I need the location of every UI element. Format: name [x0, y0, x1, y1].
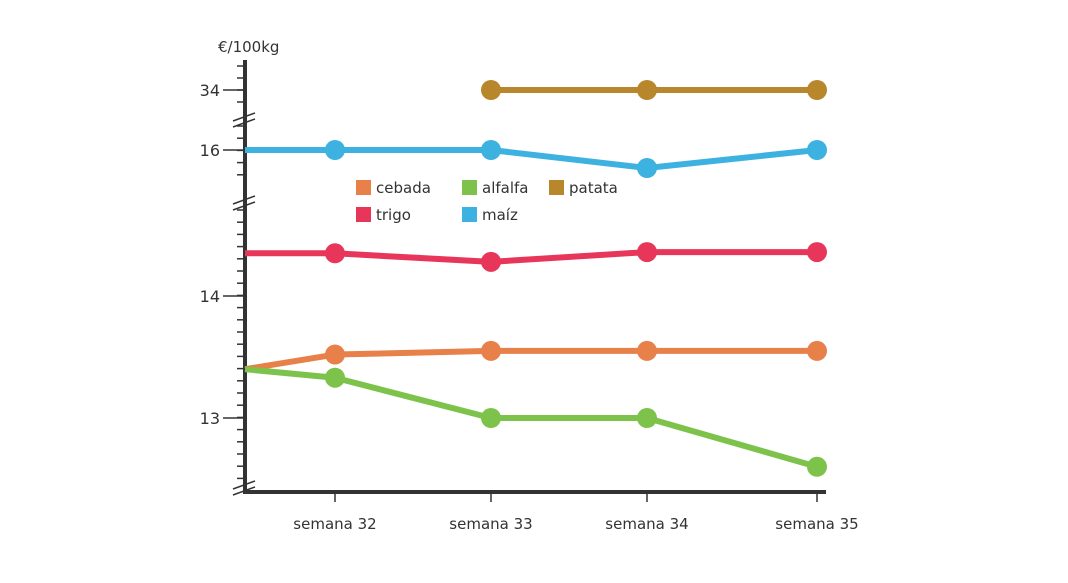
- data-point: [807, 242, 827, 263]
- x-tick-label: semana 35: [775, 515, 858, 533]
- data-point: [637, 408, 657, 428]
- legend: cebada alfalfa patata trigo maíz: [356, 179, 618, 224]
- data-point: [481, 140, 501, 160]
- data-point: [325, 140, 345, 160]
- axis-break-mark: [232, 112, 256, 122]
- series-cebada: [244, 340, 827, 373]
- data-point: [481, 80, 501, 100]
- series-maíz: [245, 140, 827, 178]
- legend-label: cebada: [376, 179, 431, 197]
- data-point: [807, 456, 827, 477]
- axis-break-mark: [232, 480, 256, 490]
- data-point: [325, 243, 345, 264]
- data-point: [807, 140, 827, 160]
- legend-label: maíz: [482, 206, 518, 224]
- legend-swatch: [462, 207, 477, 222]
- axis-break-mark: [232, 195, 256, 205]
- y-axis-label: €/100kg: [218, 38, 279, 56]
- legend-swatch: [356, 180, 371, 195]
- data-point: [637, 242, 657, 263]
- data-point: [637, 80, 657, 100]
- x-tick-label: semana 34: [605, 515, 688, 533]
- y-tick-label: 14: [200, 287, 220, 306]
- series-alfalfa: [244, 366, 827, 477]
- y-tick-label: 16: [200, 141, 220, 160]
- axis-break-mark: [232, 118, 256, 128]
- data-point: [807, 340, 827, 361]
- data-point: [637, 340, 657, 361]
- data-point: [481, 340, 501, 361]
- legend-label: patata: [569, 179, 618, 197]
- series-patata: [481, 80, 827, 100]
- x-tick-label: semana 32: [293, 515, 376, 533]
- data-point: [807, 80, 827, 100]
- legend-swatch: [549, 180, 564, 195]
- data-point: [325, 367, 345, 388]
- legend-swatch: [462, 180, 477, 195]
- data-point: [481, 251, 501, 272]
- legend-label: alfalfa: [482, 179, 528, 197]
- x-tick-label: semana 33: [449, 515, 532, 533]
- axis-break-mark: [232, 486, 256, 496]
- data-point: [481, 408, 501, 428]
- y-tick-label: 34: [200, 81, 220, 100]
- series-trigo: [245, 242, 827, 272]
- axes: [223, 60, 826, 502]
- legend-label: trigo: [376, 206, 411, 224]
- y-tick-label: 13: [200, 409, 220, 428]
- data-point: [325, 344, 345, 365]
- data-point: [637, 158, 657, 178]
- axis-break-mark: [232, 201, 256, 211]
- legend-swatch: [356, 207, 371, 222]
